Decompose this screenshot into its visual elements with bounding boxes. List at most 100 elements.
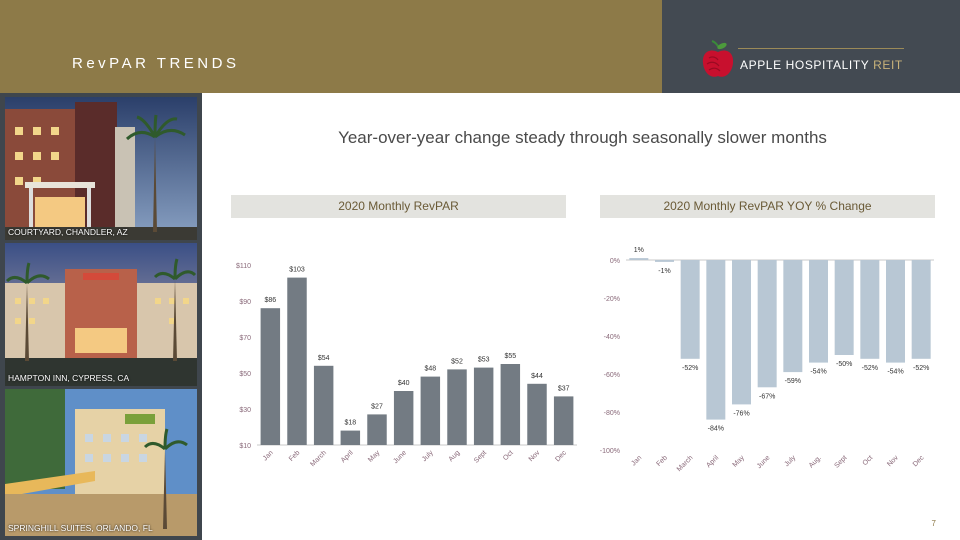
bar-july xyxy=(783,260,803,373)
bar-nov xyxy=(886,260,905,363)
bar-feb xyxy=(655,260,674,262)
y-tick-label: -100% xyxy=(600,448,620,455)
x-tick-label: March xyxy=(676,454,695,473)
data-label: $44 xyxy=(531,373,543,380)
bar-june xyxy=(757,260,777,388)
bar-jan xyxy=(629,258,649,260)
y-tick-label: $70 xyxy=(239,335,251,342)
bar-nov xyxy=(527,383,547,445)
data-label: $86 xyxy=(264,297,276,304)
y-tick-label: -40% xyxy=(604,334,620,341)
x-tick-label: Aug xyxy=(448,449,462,463)
x-tick-label: Sept xyxy=(473,449,488,464)
data-label: 1% xyxy=(634,247,644,254)
x-tick-label: Nov xyxy=(528,449,542,463)
page-number: 7 xyxy=(931,519,936,528)
data-label: -52% xyxy=(682,365,698,372)
y-tick-label: -20% xyxy=(604,296,620,303)
logo-wordmark: APPLE HOSPITALITY REIT xyxy=(740,58,903,72)
x-tick-label: Nov xyxy=(886,454,900,468)
data-label: -50% xyxy=(836,361,852,368)
bar-aug xyxy=(809,260,828,363)
bar-feb xyxy=(287,277,307,445)
data-label: -52% xyxy=(862,365,878,372)
y-tick-label: 0% xyxy=(610,258,620,265)
bar-march xyxy=(680,260,700,359)
data-label: -54% xyxy=(887,369,903,376)
monthly-revpar-chart: $10 $30 $50 $70 $90 $110 $86 Jan $103 Feb $54 March… xyxy=(236,263,577,468)
data-label: $103 xyxy=(289,267,305,274)
data-label: -59% xyxy=(785,378,801,385)
slide-headline: Year-over-year change steady through sea… xyxy=(338,128,827,147)
data-label: $48 xyxy=(424,366,436,373)
logo-divider xyxy=(738,48,904,49)
x-tick-label: May xyxy=(367,449,382,464)
data-label: $37 xyxy=(558,385,570,392)
bar-may xyxy=(732,260,751,405)
x-tick-label: Jan xyxy=(262,449,275,462)
header-logo-band xyxy=(662,0,960,93)
bar-oct xyxy=(500,364,521,445)
photo-caption-springhill: SPRINGHILL SUITES, ORLANDO, FL xyxy=(8,523,153,533)
y-tick-label: $90 xyxy=(239,299,251,306)
data-label: -76% xyxy=(733,410,749,417)
hotel-photo-hampton: HAMPTON INN, CYPRESS, CA xyxy=(5,243,197,386)
bar-april xyxy=(340,430,361,445)
bar-may xyxy=(367,414,387,445)
x-tick-label: May xyxy=(732,454,747,469)
bar-april xyxy=(706,260,726,420)
data-label: $55 xyxy=(504,353,516,360)
x-tick-label: Aug. xyxy=(808,454,823,469)
x-tick-label: Dec xyxy=(912,454,926,468)
data-label: $52 xyxy=(451,358,463,365)
bar-dec xyxy=(553,396,574,445)
bar-june xyxy=(393,391,414,445)
x-tick-label: June xyxy=(392,449,408,465)
bar-jan xyxy=(260,308,281,445)
bar-oct xyxy=(860,260,880,359)
y-tick-label: $30 xyxy=(239,407,251,414)
photo-caption-courtyard: COURTYARD, CHANDLER, AZ xyxy=(8,227,128,237)
data-label: $54 xyxy=(318,355,330,362)
x-tick-label: June xyxy=(756,454,772,470)
logo-text: APPLE HOSPITALITY xyxy=(740,58,870,72)
apple-logo-icon xyxy=(702,40,734,77)
x-tick-label: Oct xyxy=(502,449,515,462)
data-label: -54% xyxy=(810,369,826,376)
y-tick-label: -80% xyxy=(604,410,620,417)
bar-dec xyxy=(911,260,931,359)
logo-reit-text: REIT xyxy=(873,58,903,72)
bar-sept xyxy=(473,367,494,445)
x-tick-label: Sept xyxy=(833,454,848,469)
data-label: -1% xyxy=(658,268,670,275)
x-tick-label: July xyxy=(783,454,797,468)
revpar-yoy-change-chart: 0% -20% -40% -60% -80% -100% 1% Jan -1% Feb -52% Ma… xyxy=(600,247,934,473)
photo-caption-hampton: HAMPTON INN, CYPRESS, CA xyxy=(8,373,130,383)
data-label: -84% xyxy=(708,426,724,433)
page-title: RevPAR TRENDS xyxy=(72,55,240,72)
y-tick-label: $10 xyxy=(239,443,251,450)
company-logo: APPLE HOSPITALITY REIT xyxy=(700,40,910,82)
x-tick-label: Jan xyxy=(630,454,643,467)
y-tick-label: -60% xyxy=(604,372,620,379)
data-label: $40 xyxy=(398,380,410,387)
bar-july xyxy=(420,376,441,445)
y-tick-label: $110 xyxy=(236,263,251,270)
x-tick-label: Feb xyxy=(288,449,302,463)
x-tick-label: April xyxy=(340,449,355,464)
y-tick-label: $50 xyxy=(239,371,251,378)
data-label: -52% xyxy=(913,365,929,372)
data-label: $18 xyxy=(344,420,356,427)
bar-sept xyxy=(834,260,854,355)
x-tick-label: Dec xyxy=(554,449,568,463)
x-tick-label: April xyxy=(705,454,720,469)
data-label: $27 xyxy=(371,403,383,410)
bar-aug xyxy=(447,369,467,445)
bar-march xyxy=(313,365,334,445)
x-tick-label: July xyxy=(421,449,435,463)
x-tick-label: March xyxy=(309,449,328,468)
data-label: $53 xyxy=(478,357,490,364)
x-tick-label: Oct xyxy=(862,454,875,467)
chart2-title: 2020 Monthly RevPAR YOY % Change xyxy=(600,195,935,218)
hotel-photo-courtyard: COURTYARD, CHANDLER, AZ xyxy=(5,97,197,240)
